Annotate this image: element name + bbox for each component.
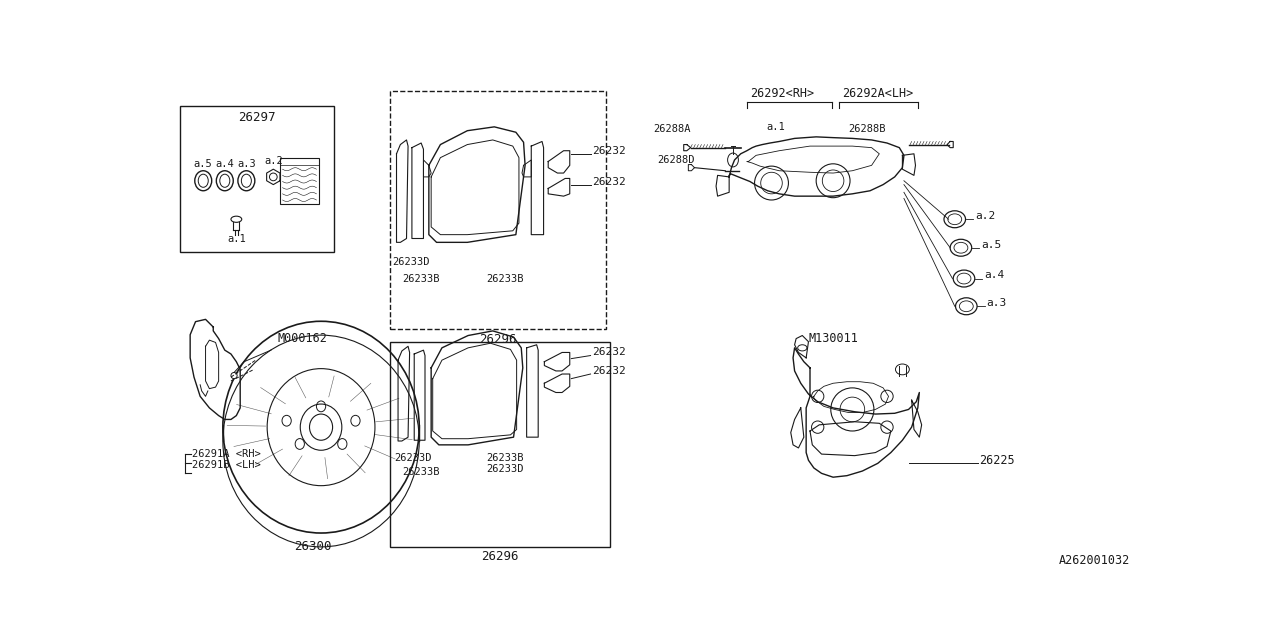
Text: a.2: a.2 [264,157,283,166]
Text: 26296: 26296 [481,550,518,563]
Text: 26232: 26232 [593,366,626,376]
Text: 26288B: 26288B [849,124,886,134]
Text: 26232: 26232 [593,348,626,358]
Text: 26225: 26225 [979,454,1015,467]
Text: 26288D: 26288D [658,155,695,165]
Text: M130011: M130011 [809,332,859,345]
Text: 26233B: 26233B [402,273,439,284]
Text: M000162: M000162 [278,332,326,345]
Bar [390,91,605,330]
Text: a.3: a.3 [987,298,1006,308]
Bar [280,157,319,204]
Text: 26292A<LH>: 26292A<LH> [842,87,914,100]
Text: 26233D: 26233D [486,465,524,474]
Text: 26300: 26300 [294,540,332,553]
Text: a.1: a.1 [767,122,785,132]
Text: 26233D: 26233D [393,257,430,267]
Text: 26233D: 26233D [394,453,431,463]
Text: 26288A: 26288A [654,124,691,134]
Text: 26291B <LH>: 26291B <LH> [192,460,261,470]
Text: 26232: 26232 [593,177,626,186]
Text: a.5: a.5 [980,239,1001,250]
Text: 26233B: 26233B [486,453,524,463]
Bar [390,342,609,547]
Bar [180,106,334,252]
Text: a.3: a.3 [237,159,256,169]
Text: a.4: a.4 [215,159,234,169]
Text: 26233B: 26233B [402,467,439,477]
Text: 26232: 26232 [593,146,626,156]
Text: a.1: a.1 [227,234,246,244]
Text: a.2: a.2 [975,211,995,221]
Circle shape [230,372,237,379]
Text: 26297: 26297 [238,111,276,124]
Text: 26233B: 26233B [486,273,524,284]
Text: 26296: 26296 [480,333,517,346]
Text: 26291A <RH>: 26291A <RH> [192,449,261,459]
Text: 26292<RH>: 26292<RH> [750,87,814,100]
Text: a.4: a.4 [984,271,1005,280]
Text: A262001032: A262001032 [1059,554,1129,567]
Text: a.5: a.5 [193,159,212,169]
